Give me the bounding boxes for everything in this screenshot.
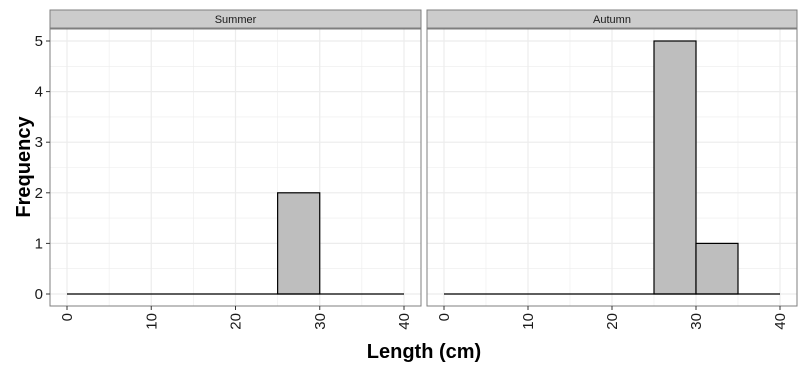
autumn-bar: [695, 242, 739, 295]
autumn-x-tick-label: 0: [436, 313, 453, 321]
y-tick-label: 0: [35, 286, 43, 303]
y-tick-label: 2: [35, 185, 43, 202]
autumn-x-tick-label: 10: [520, 313, 537, 330]
y-tick-label: 3: [35, 134, 43, 151]
y-tick-label: 5: [35, 33, 43, 50]
summer-x-tick-label: 10: [143, 313, 160, 330]
y-axis-title: Frequency: [13, 116, 35, 218]
summer-x-tick-label: 40: [396, 313, 413, 330]
summer-strip-title: Summer: [215, 14, 257, 26]
summer-bar: [277, 192, 321, 295]
summer-x-tick-label: 30: [312, 313, 329, 330]
autumn-x-tick-label: 20: [604, 313, 621, 330]
y-tick-label: 4: [35, 84, 43, 101]
autumn-bar: [653, 40, 697, 295]
summer-x-tick-label: 0: [59, 313, 76, 321]
autumn-x-tick-label: 40: [772, 313, 789, 330]
y-tick-label: 1: [35, 235, 43, 252]
summer-strip: [49, 9, 422, 29]
summer-x-tick-label: 20: [228, 313, 245, 330]
autumn-strip: [426, 9, 798, 29]
x-axis-title: Length (cm): [367, 341, 481, 363]
autumn-x-tick-label: 30: [688, 313, 705, 330]
autumn-strip-title: Autumn: [593, 14, 631, 26]
